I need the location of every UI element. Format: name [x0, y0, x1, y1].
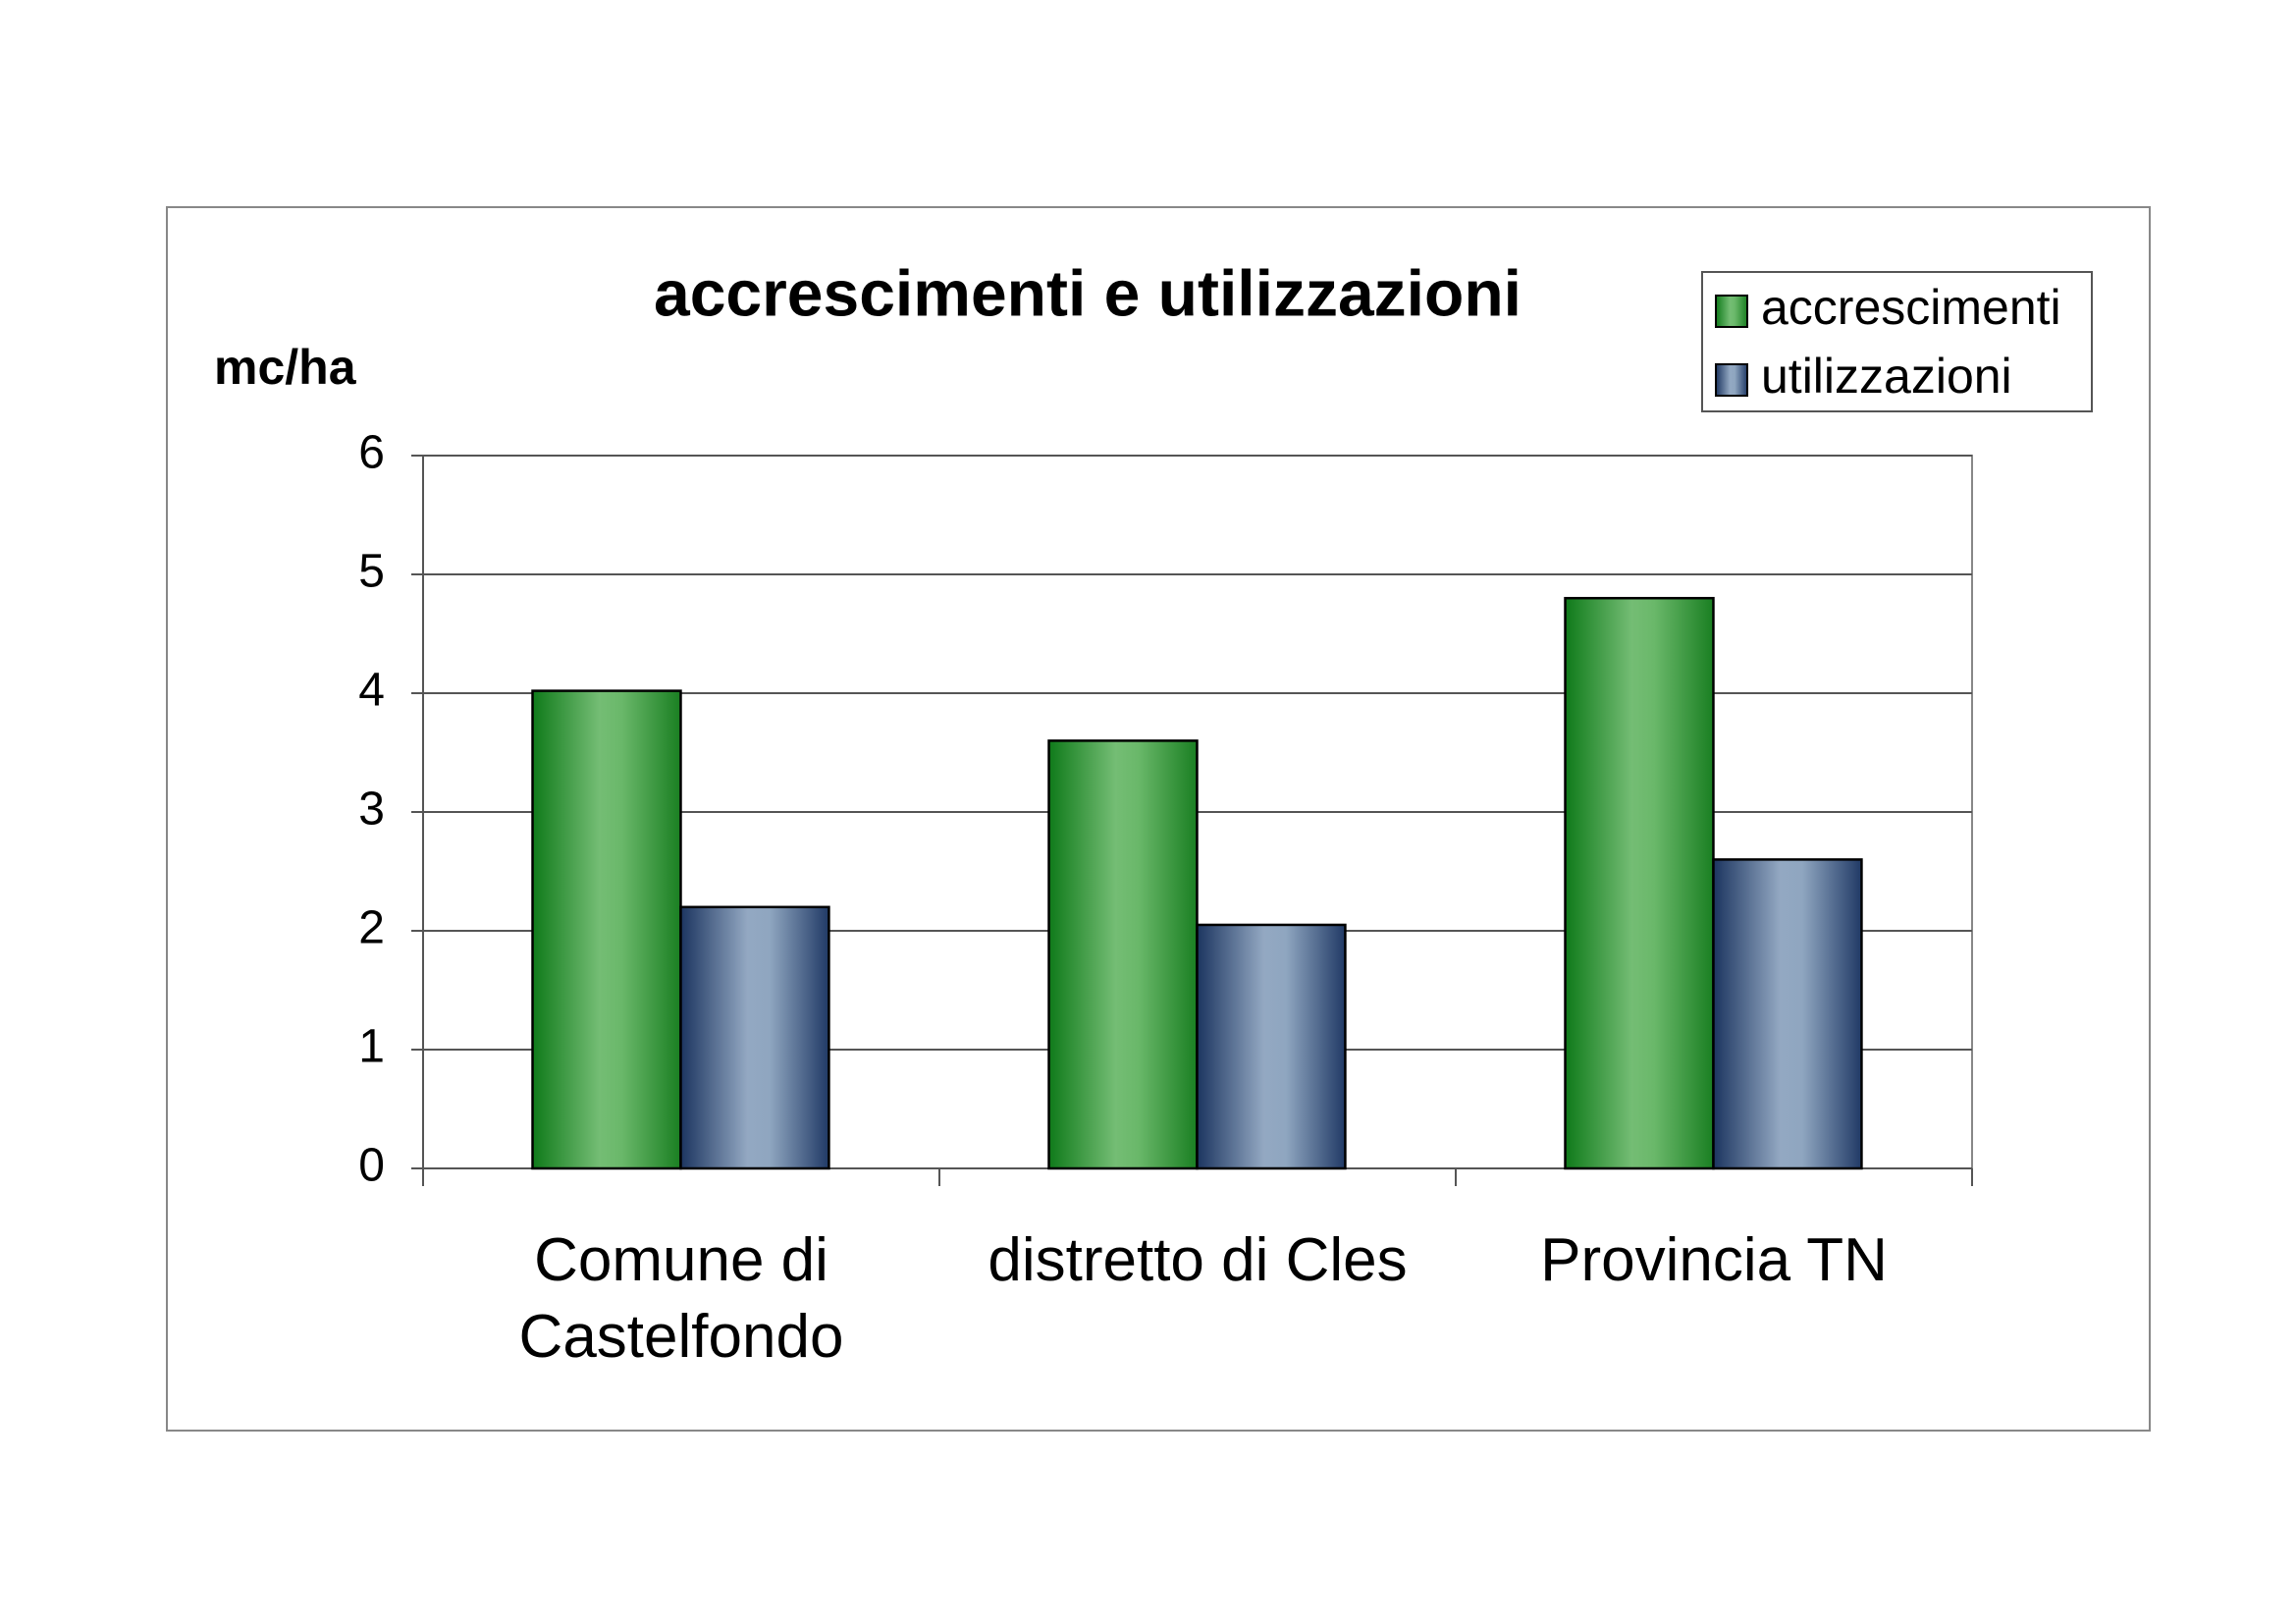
y-tick-label: 2 [358, 902, 385, 954]
x-tick-label: Comune di Castelfondo [518, 1226, 844, 1371]
y-tick-label: 6 [358, 427, 385, 479]
legend-label: accrescimenti [1761, 280, 2061, 335]
y-tick-label: 0 [358, 1140, 385, 1192]
bar [1196, 923, 1347, 1170]
bar [1564, 596, 1715, 1170]
y-axis-label: mc/ha [214, 340, 357, 395]
bar [531, 689, 682, 1170]
bar [1047, 739, 1199, 1170]
legend-swatch [1715, 363, 1748, 397]
y-tick-label: 5 [358, 546, 385, 598]
bar [1712, 858, 1863, 1170]
x-tick-label: Provincia TN [1540, 1226, 1888, 1294]
legend-label: utilizzazioni [1761, 349, 2012, 404]
x-tick-label: distretto di Cles [988, 1226, 1408, 1294]
y-tick-label: 1 [358, 1021, 385, 1073]
bar [679, 905, 830, 1170]
y-tick-label: 4 [358, 665, 385, 717]
legend-swatch [1715, 295, 1748, 328]
chart-title: accrescimenti e utilizzazioni [654, 256, 1522, 329]
y-tick-label: 3 [358, 784, 385, 836]
legend-frame [1701, 271, 2093, 412]
